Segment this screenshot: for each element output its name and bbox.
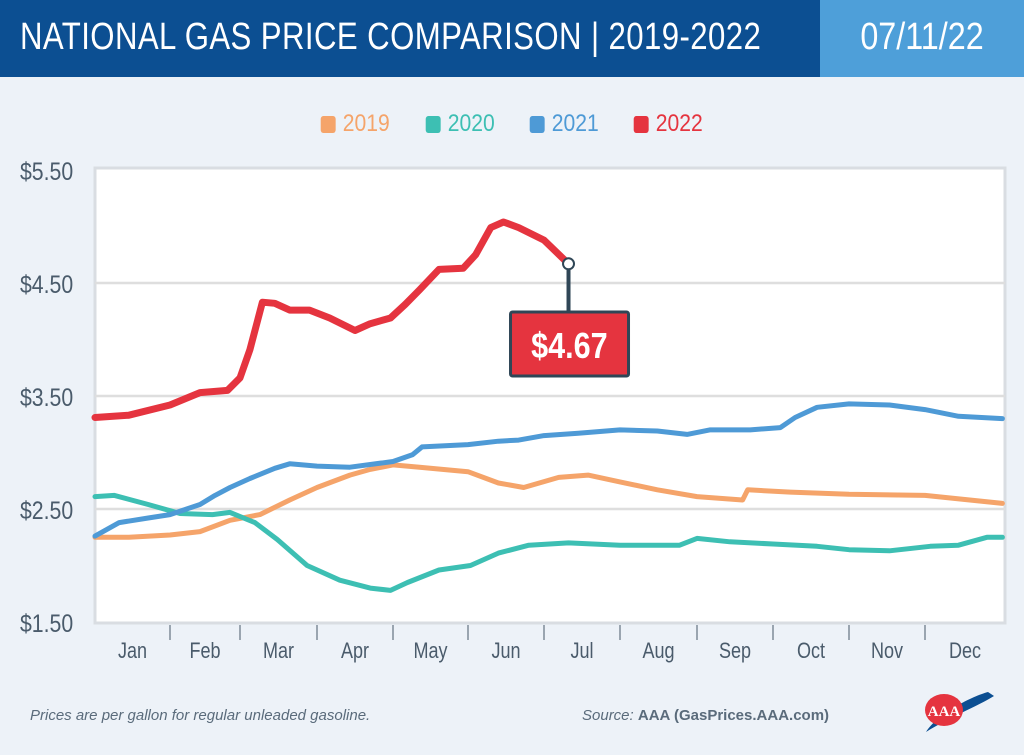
x-tick-label: Oct: [797, 639, 825, 663]
y-tick-label: $3.50: [20, 383, 73, 411]
series-line-2020: [92, 492, 1005, 593]
callout-marker: [562, 257, 576, 271]
x-tick-label: Jul: [570, 639, 593, 663]
legend-label: 2019: [342, 110, 390, 137]
legend-item-2020: 2020: [425, 110, 494, 138]
series-line-2021: [92, 401, 1005, 539]
header-bar: NATIONAL GAS PRICE COMPARISON | 2019-202…: [0, 0, 820, 77]
series-line-2019: [92, 462, 1005, 540]
x-tick-label: Aug: [642, 639, 674, 663]
legend: 2019 2020 2021 2022: [0, 110, 1024, 138]
x-tick-label: Mar: [263, 639, 294, 663]
source: Source: AAA (GasPrices.AAA.com): [582, 707, 829, 724]
legend-swatch: [634, 115, 650, 133]
y-tick-label: $2.50: [20, 496, 73, 524]
legend-label: 2021: [551, 110, 599, 137]
legend-label: 2020: [447, 110, 495, 137]
legend-swatch: [529, 115, 545, 133]
aaa-logo: AAA: [925, 692, 994, 732]
callout-value: $4.67: [531, 327, 608, 367]
svg-text:AAA: AAA: [928, 704, 961, 720]
x-tick-label: May: [413, 639, 448, 663]
legend-swatch: [425, 115, 441, 133]
legend-item-2022: 2022: [634, 110, 703, 138]
x-tick-label: Apr: [341, 639, 369, 663]
footnote: Prices are per gallon for regular unlead…: [30, 707, 371, 724]
series-line-2022: [91, 218, 572, 421]
date-box: 07/11/22: [820, 0, 1024, 77]
report-date: 07/11/22: [860, 16, 984, 58]
legend-swatch: [320, 115, 336, 133]
x-tick-label: Sep: [719, 639, 751, 663]
x-tick-label: Nov: [871, 639, 903, 663]
x-tick-label: Feb: [189, 639, 220, 663]
y-tick-label: $1.50: [20, 609, 73, 637]
source-label: Source:: [582, 707, 634, 724]
x-tick-label: Jun: [491, 639, 520, 663]
legend-label: 2022: [656, 110, 704, 137]
chart-title: NATIONAL GAS PRICE COMPARISON | 2019-202…: [20, 16, 762, 58]
legend-item-2019: 2019: [320, 110, 390, 138]
legend-item-2021: 2021: [529, 110, 599, 138]
x-tick-label: Dec: [949, 639, 981, 663]
x-tick-label: Jan: [118, 639, 147, 663]
callout-box: [509, 310, 631, 378]
y-tick-label: $4.50: [20, 270, 73, 298]
source-value: AAA (GasPrices.AAA.com): [637, 707, 830, 724]
y-tick-label: $5.50: [20, 157, 73, 185]
